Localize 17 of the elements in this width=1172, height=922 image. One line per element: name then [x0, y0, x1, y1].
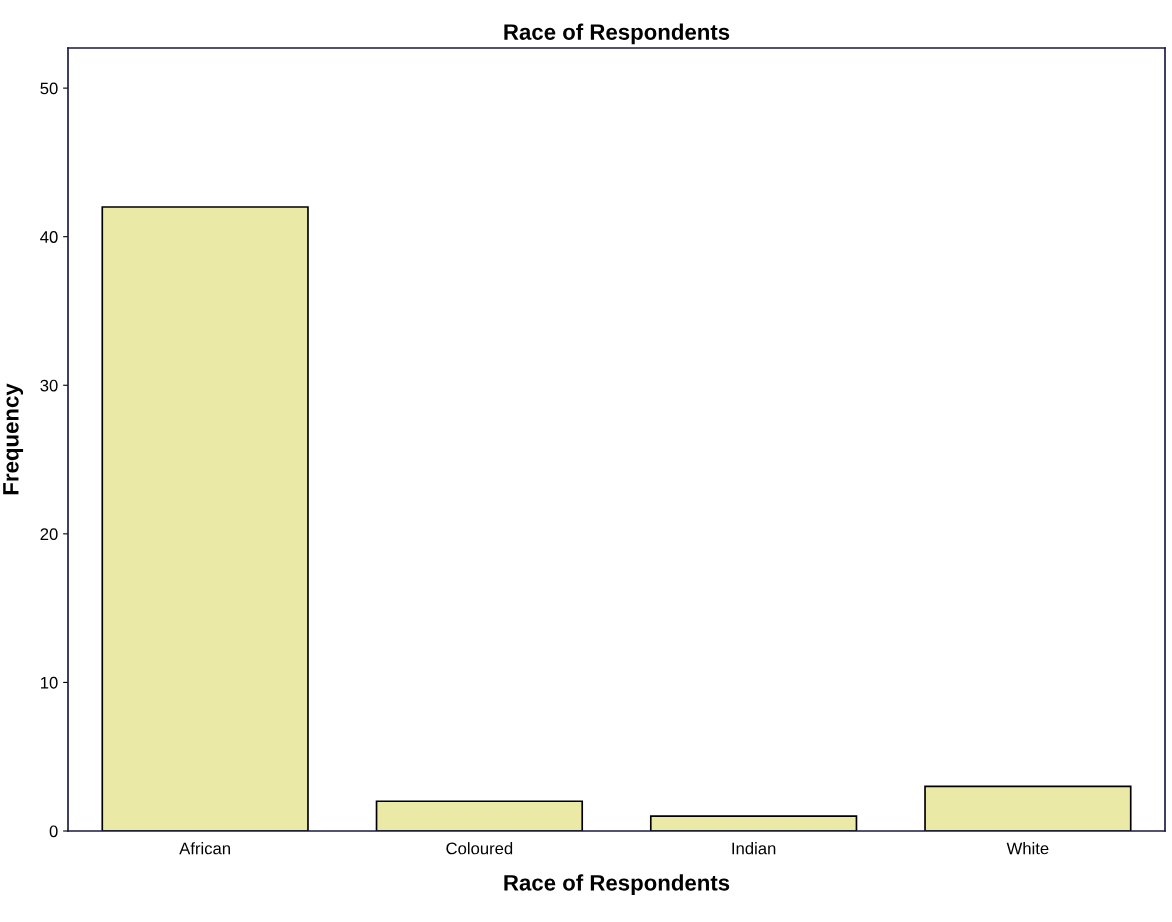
bar — [375, 800, 584, 831]
y-tick-label: 0 — [49, 825, 58, 838]
x-tick-label: African — [179, 842, 230, 855]
chart-title: Race of Respondents — [504, 23, 730, 45]
y-tick-label: 20 — [40, 528, 58, 541]
x-axis-title: Race of Respondents — [504, 874, 730, 896]
y-tick-label: 10 — [41, 676, 58, 689]
x-tick-label: White — [1006, 842, 1049, 855]
bar — [101, 206, 309, 831]
bar — [924, 785, 1132, 831]
y-tick-label: 30 — [40, 379, 58, 392]
x-tick-label: Indian — [732, 842, 776, 855]
x-tick-label: Coloured — [446, 842, 513, 855]
y-tick-label: 50 — [40, 82, 58, 95]
bar — [649, 815, 858, 831]
y-axis-title: Frequency — [3, 383, 24, 495]
y-tick-label: 40 — [40, 231, 58, 243]
